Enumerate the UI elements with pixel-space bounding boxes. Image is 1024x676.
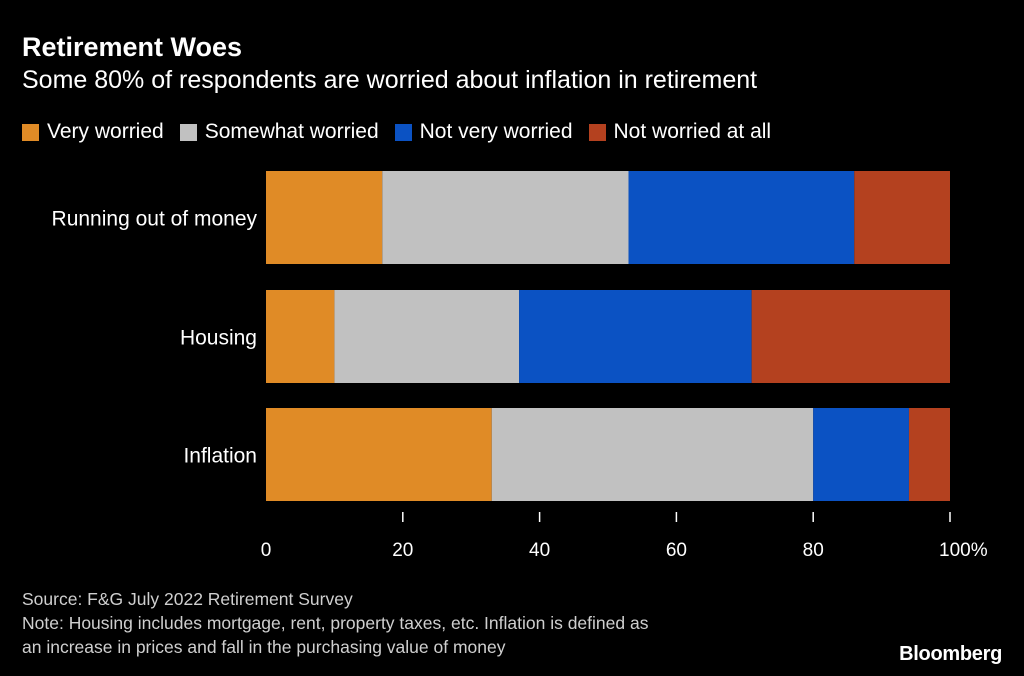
source-text: Source: F&G July 2022 Retirement Survey (22, 589, 353, 609)
bar-segment-running-out-of-money-very-worried (266, 171, 383, 264)
legend-item-somewhat-worried: Somewhat worried (179, 120, 379, 144)
category-label-inflation: Inflation (183, 445, 257, 468)
bloomberg-logo: Bloomberg (899, 643, 1002, 665)
legend-swatch-not-very-worried (394, 123, 412, 141)
bar-segment-inflation-somewhat-worried (491, 408, 814, 501)
note-text-line-1: Note: Housing includes mortgage, rent, p… (22, 613, 649, 633)
bar-segment-housing-somewhat-worried (334, 290, 520, 383)
x-axis-tick-label: 80 (803, 540, 824, 561)
x-axis-tick-label: 100% (939, 540, 988, 561)
x-axis-tick-label: 0 (261, 540, 272, 561)
legend-item-not-very-worried: Not very worried (394, 120, 573, 144)
bar-segment-inflation-not-worried-at-all (908, 408, 950, 501)
stacked-bar-chart: Running out of money Housing Inflation 0 20 4… (52, 171, 988, 561)
x-axis-tick-label: 40 (529, 540, 550, 561)
legend-swatch-not-worried-at-all (588, 123, 606, 141)
category-label-housing: Housing (180, 327, 257, 350)
bar-segment-inflation-not-very-worried (813, 408, 909, 501)
legend-swatch-very-worried (22, 123, 39, 141)
legend-label-very-worried: Very worried (47, 120, 164, 143)
legend-item-very-worried: Very worried (22, 120, 164, 144)
chart-legend: Very worried Somewhat worried Not very w… (22, 119, 787, 145)
legend-label-somewhat-worried: Somewhat worried (204, 120, 379, 143)
bar-segment-running-out-of-money-not-worried-at-all (854, 171, 950, 264)
category-label-running-out-of-money: Running out of money (52, 208, 258, 231)
bar-segment-running-out-of-money-somewhat-worried (382, 171, 629, 264)
x-axis-tick-label: 20 (392, 540, 413, 561)
legend-label-not-very-worried: Not very worried (419, 120, 573, 143)
bar-segment-inflation-very-worried (266, 408, 492, 501)
chart-title: Retirement Woes (22, 32, 243, 62)
bar-segment-housing-very-worried (266, 290, 335, 383)
x-axis-tick-label: 60 (666, 540, 687, 561)
bar-segment-running-out-of-money-not-very-worried (628, 171, 855, 264)
legend-item-not-worried-at-all: Not worried at all (588, 120, 772, 144)
chart-subtitle: Some 80% of respondents are worried abou… (22, 66, 758, 94)
note-text-line-2: an increase in prices and fall in the pu… (22, 637, 506, 657)
legend-label-not-worried-at-all: Not worried at all (613, 120, 772, 143)
bar-segment-housing-not-very-worried (519, 290, 752, 383)
legend-swatch-somewhat-worried (179, 123, 197, 141)
bar-segment-housing-not-worried-at-all (751, 290, 950, 383)
